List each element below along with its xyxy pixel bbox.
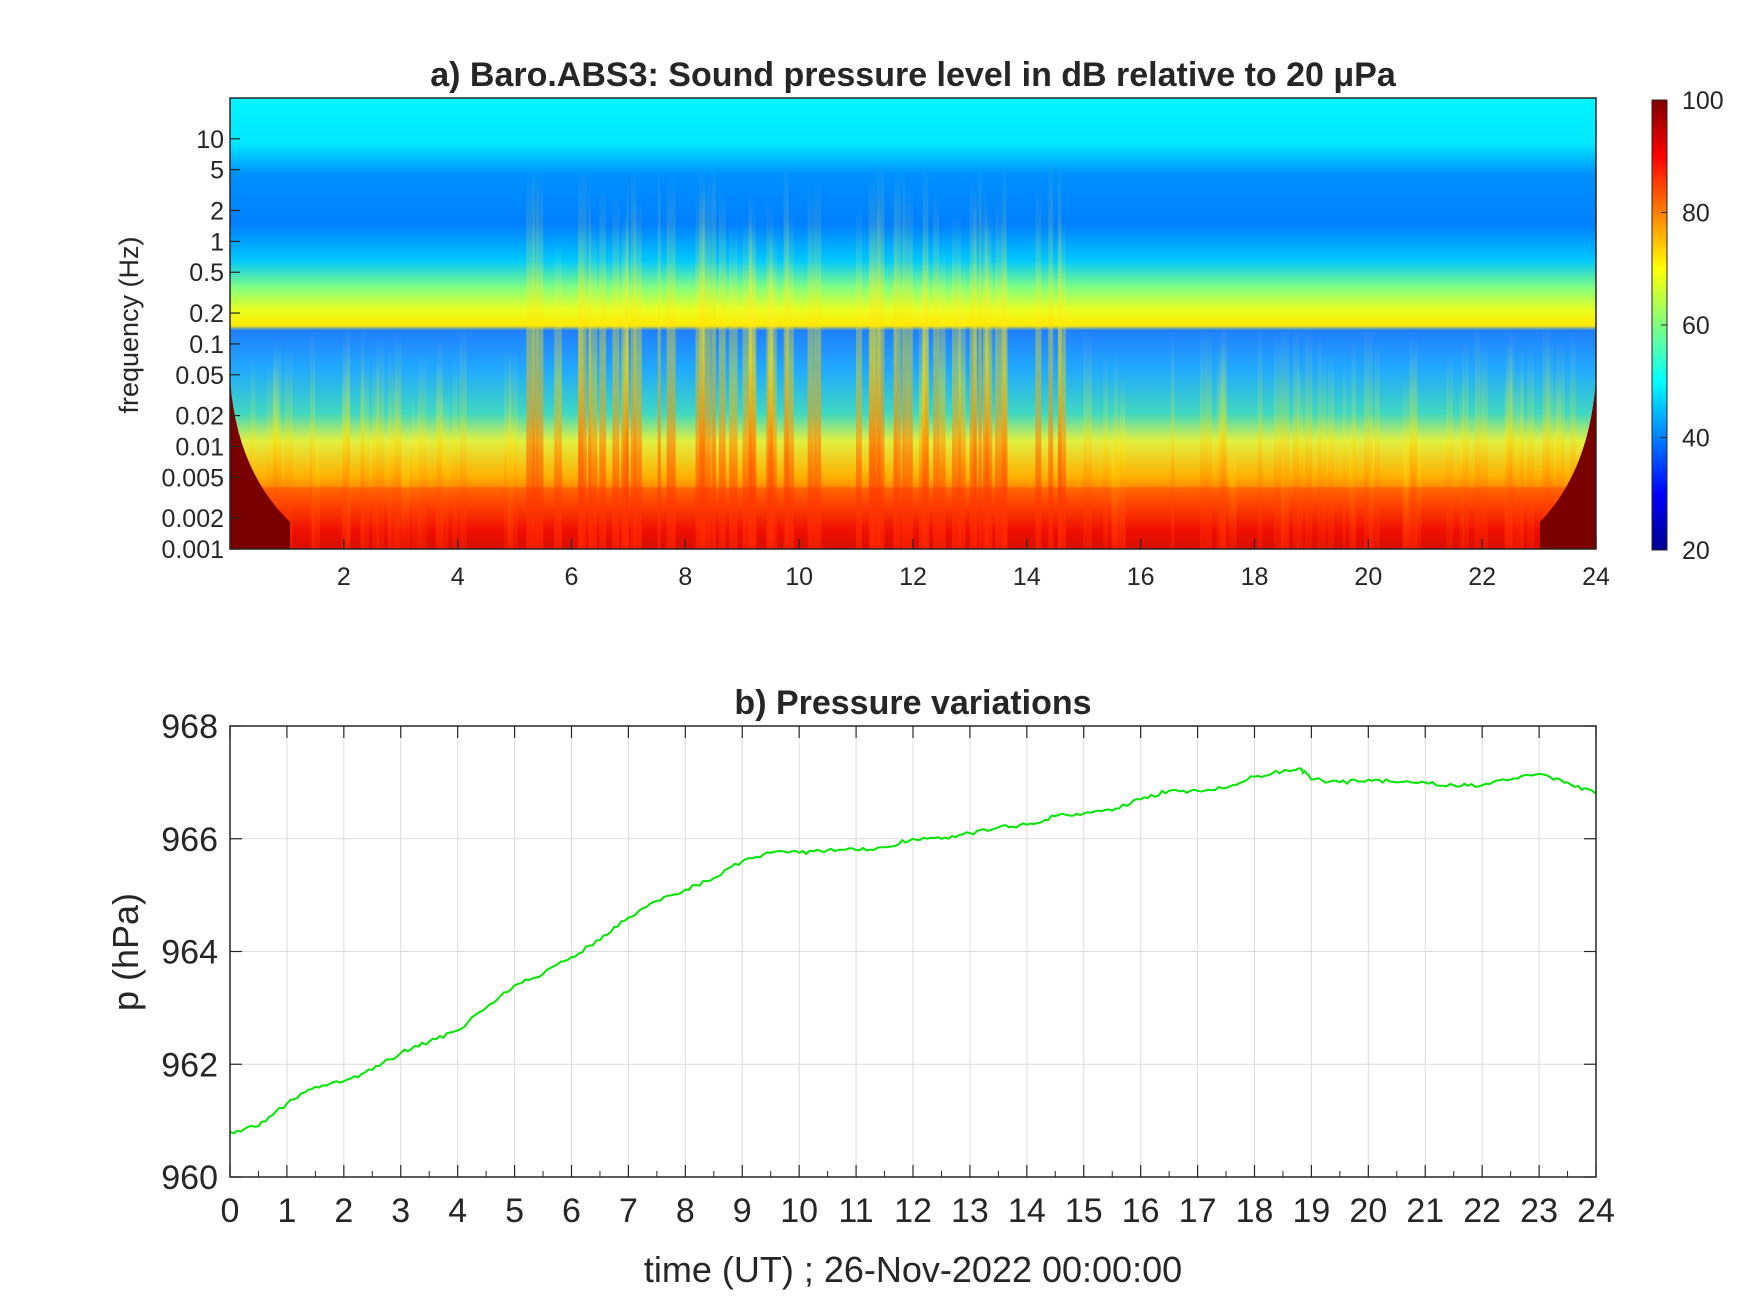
pressure-x-tick-label: 10 [780,1192,818,1230]
spectrogram-x-tick-label: 2 [337,563,351,591]
pressure-x-tick-label: 9 [733,1192,752,1230]
pressure-grid [229,725,1597,1178]
pressure-x-tick-label: 1 [277,1192,296,1230]
spectrogram-x-tick-label: 18 [1241,563,1269,591]
spectrogram-panel: a) Baro.ABS3: Sound pressure level in dB… [114,56,1610,591]
colorbar-tick-label: 80 [1682,200,1710,228]
spectrogram-y-ticks: 10 5 2 1 0.5 0.2 0.1 0.05 0.020.01 0.005 0.002 0.00… [161,126,240,564]
pressure-x-tick-label: 18 [1236,1192,1274,1230]
spectrogram-title: a) Baro.ABS3: Sound pressure level in dB… [430,56,1397,94]
pressure-x-tick-label: 16 [1122,1192,1160,1230]
spectrogram-edge-left [230,378,290,549]
pressure-y-tick-label: 962 [161,1046,218,1084]
pressure-y-tick-label: 966 [161,821,218,859]
pressure-x-tick-label: 21 [1406,1192,1444,1230]
pressure-y-ticks: 968 966 964 962 960 [161,708,1596,1197]
spectrogram-y-tick-label: 0.1 [189,331,224,359]
spectrogram-x-tick-label: 14 [1013,563,1041,591]
pressure-y-tick-label: 964 [161,934,218,972]
spectrogram-y-tick-label: 5 [210,157,224,185]
colorbar: 100 80 60 40 20 [1651,87,1724,565]
colorbar-ticks: 100 80 60 40 20 [1661,87,1724,565]
spectrogram-x-tick-label: 22 [1468,563,1496,591]
pressure-x-tick-label: 24 [1577,1192,1615,1230]
pressure-series-line [230,767,1596,1135]
spectrogram-x-ticks: 2 4 6 8 10 12 14 16 18 20 22 24 [337,539,1610,591]
spectrogram-y-tick-label: 0.005 [161,464,224,492]
spectrogram-y-tick-label: 0.05 [175,362,224,390]
spectrogram-x-tick-label: 8 [678,563,692,591]
spectrogram-y-tick-label: 0.02 [175,403,224,431]
spectrogram-y-tick-label: 10 [196,126,224,154]
spectrogram-y-tick-label: 1 [210,228,224,256]
pressure-x-tick-label: 20 [1349,1192,1387,1230]
spectrogram-edge-right [1540,378,1596,549]
spectrogram-x-tick-label: 16 [1127,563,1155,591]
spectrogram-texture [230,98,1596,549]
pressure-x-tick-label: 3 [391,1192,410,1230]
colorbar-tick-label: 60 [1682,312,1710,340]
pressure-panel: b) Pressure variations 0 1 2 3 4 5 6 7 8 9 10 11 12 1… [105,684,1615,1290]
pressure-x-tick-label: 19 [1293,1192,1331,1230]
pressure-x-tick-label: 12 [894,1192,932,1230]
spectrogram-y-tick-label: 0.002 [161,505,224,533]
pressure-x-tick-label: 15 [1065,1192,1103,1230]
pressure-y-tick-label: 968 [161,708,218,746]
pressure-x-tick-label: 17 [1179,1192,1217,1230]
pressure-x-tick-label: 4 [448,1192,467,1230]
pressure-x-tick-label: 2 [334,1192,353,1230]
pressure-y-label: p (hPa) [105,893,146,1011]
spectrogram-y-tick-label: 0.2 [189,300,224,328]
pressure-x-tick-label: 6 [562,1192,581,1230]
pressure-x-tick-label: 5 [505,1192,524,1230]
pressure-x-tick-label: 14 [1008,1192,1046,1230]
pressure-x-ticks: 0 1 2 3 4 5 6 7 8 9 10 11 12 13 14 15 16 17 18 19 20 21 22 23 24 [221,726,1615,1230]
spectrogram-y-tick-label: 0.01 [175,433,224,461]
spectrogram-y-tick-label: 0.001 [161,536,224,564]
pressure-x-tick-label: 0 [221,1192,240,1230]
pressure-y-tick-label: 960 [161,1159,218,1197]
pressure-x-tick-label: 11 [838,1192,873,1230]
pressure-x-label: time (UT) ; 26-Nov-2022 00:00:00 [644,1249,1182,1290]
spectrogram-y-tick-label: 0.5 [189,259,224,287]
colorbar-tick-label: 20 [1682,537,1710,565]
pressure-x-tick-label: 7 [619,1192,638,1230]
colorbar-tick-label: 40 [1682,425,1710,453]
spectrogram-x-tick-label: 10 [785,563,813,591]
pressure-x-tick-label: 22 [1463,1192,1501,1230]
spectrogram-x-tick-label: 6 [565,563,579,591]
pressure-x-tick-label: 23 [1520,1192,1558,1230]
spectrogram-streaks [230,158,1596,549]
pressure-x-tick-label: 13 [951,1192,989,1230]
spectrogram-x-tick-label: 20 [1354,563,1382,591]
pressure-title: b) Pressure variations [734,684,1091,722]
spectrogram-y-label: frequency (Hz) [114,236,144,413]
spectrogram-x-tick-label: 24 [1582,563,1610,591]
spectrogram-x-tick-label: 12 [899,563,927,591]
spectrogram-x-tick-label: 4 [451,563,465,591]
colorbar-tick-label: 100 [1682,87,1724,115]
spectrogram-y-tick-label: 2 [210,197,224,225]
pressure-x-tick-label: 8 [676,1192,695,1230]
